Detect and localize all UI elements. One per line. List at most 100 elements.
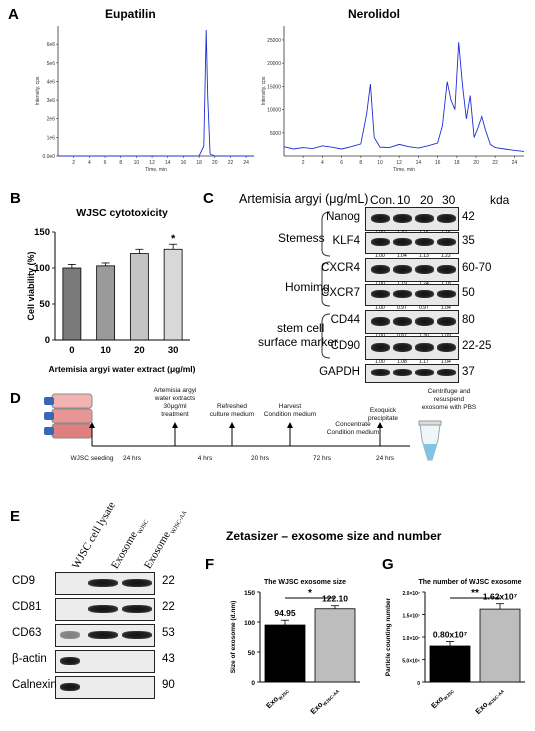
x-tick-label: ExoWJSC (429, 685, 456, 712)
panel-c-group-surface-2: surface marker (258, 335, 339, 349)
x-tick-label-subscript: WJSC (277, 688, 290, 701)
timeline-arrowhead (377, 422, 383, 428)
protein-label: CXCR4 (321, 262, 360, 274)
panel-c-lane-10: 10 (397, 193, 411, 207)
bar (163, 248, 183, 341)
x-tick-label: 4 (321, 160, 324, 166)
y-tick-label: 20000 (267, 61, 281, 67)
panel-a-right-title: Nerolidol (348, 7, 401, 21)
kda-value: 42 (462, 211, 475, 223)
x-tick-label: 6 (104, 160, 107, 166)
band-quantification: 1.00 (375, 253, 385, 259)
bar (62, 267, 82, 341)
panel-c-group-homing: Homimg (285, 280, 330, 294)
x-tick-label-subscript: WJSC (442, 688, 455, 701)
blot-β-actin (55, 650, 155, 673)
band-quantification: 1.04 (397, 253, 407, 259)
band-quantification: 1.08 (397, 359, 407, 365)
protein-label: GAPDH (319, 365, 360, 378)
kda-value: 43 (162, 653, 175, 665)
bar (479, 608, 521, 683)
y-tick-label: 6e6 (47, 42, 56, 48)
blot-cxcr7 (365, 284, 459, 306)
band-quantification: 0.97 (419, 305, 429, 311)
bar (264, 624, 306, 683)
chart-title: The WJSC exosome size (264, 579, 346, 586)
x-tick-label: 10 (377, 160, 383, 166)
protein-label: CD81 (12, 601, 42, 613)
x-tick-label: 10 (134, 160, 140, 166)
band (88, 579, 118, 587)
band (371, 290, 390, 299)
band (60, 631, 80, 639)
tube-image (418, 420, 442, 461)
y-tick-label: 0 (45, 335, 50, 346)
x-tick-label: 8 (119, 160, 122, 166)
x-axis-title: Time, min (145, 167, 167, 173)
timeline-step-line: WJSC seeding (71, 455, 114, 462)
protein-label: Nanog (326, 211, 360, 223)
x-tick-label: 4 (88, 160, 91, 166)
protein-label: Calnexin (12, 679, 57, 691)
y-tick-label: 100 (34, 263, 50, 274)
blot-calnexin (55, 676, 155, 699)
timeline-step-text: Harvest Condition medium (264, 403, 316, 418)
panel-e-lane-label: Exosome WJSC-AA (142, 506, 188, 572)
x-tick-label: 18 (454, 160, 460, 166)
band (393, 238, 412, 247)
timeline-step-text: Exoquick precipitate (368, 407, 398, 422)
exosome-size-chart: 0 50 100 150 The WJSC exosome size Size of ex… (230, 579, 360, 716)
x-tick-label-subscript: WJSC-AA (487, 688, 506, 707)
x-tick-label: 14 (416, 160, 422, 166)
band (88, 631, 118, 639)
timeline-step-line: 30μg/ml (163, 403, 187, 410)
chart-title: WJSC cytotoxicity (76, 207, 168, 219)
timeline-interval: 4 hrs (198, 455, 213, 462)
x-axis-title: Artemisia argyi water extract (μg/ml) (49, 364, 196, 374)
kda-value: 90 (162, 679, 175, 691)
band (415, 238, 434, 247)
y-tick-label: 5.0×10⁶ (402, 659, 420, 665)
y-tick-label: 3e6 (47, 98, 56, 104)
y-tick-label: 2.0×10⁷ (403, 591, 421, 597)
timeline-step-line: Harvest (279, 403, 302, 410)
x-tick-label: 22 (492, 160, 498, 166)
timeline-step-text: Artemisia argyi water extracts 30μg/ml trea… (154, 387, 197, 418)
x-tick-label: 20 (473, 160, 479, 166)
band-quantification: 1.04 (441, 359, 451, 365)
y-tick-label: 50 (39, 299, 50, 310)
timeline-step-text: Concentrate Condition medium (327, 421, 379, 436)
band (60, 683, 80, 691)
timeline-step-line: Condition medium (264, 411, 316, 418)
band (88, 605, 118, 613)
zetasizer-title: Zetasizer – exosome size and number (226, 529, 442, 543)
panel-label-g: G (382, 556, 394, 573)
panel-c-kda-label: kda (490, 193, 510, 207)
x-tick-label: 0 (69, 345, 74, 356)
band (122, 631, 152, 639)
panel-label-f: F (205, 556, 215, 573)
timeline-interval: 24 hrs (376, 455, 395, 462)
timeline-step-line: Refreshed (217, 403, 247, 410)
band-quantification: 1.04 (441, 305, 451, 311)
x-tick-label: 22 (228, 160, 234, 166)
y-tick-label: 25000 (267, 38, 281, 44)
panel-c-brackets (321, 211, 331, 359)
y-axis-title: Size of exosome (d.nm) (230, 601, 237, 674)
y-tick-label: 1.0×10⁷ (403, 636, 421, 642)
x-tick-label: 16 (435, 160, 441, 166)
kda-value: 50 (462, 287, 475, 299)
data-label: 94.95 (274, 608, 296, 618)
y-tick-label: 15000 (267, 84, 281, 90)
y-tick-label: 50 (248, 650, 256, 657)
panel-a-left-title: Eupatilin (105, 7, 156, 21)
band (437, 238, 456, 247)
band (371, 369, 390, 377)
y-tick-label: 5e6 (47, 61, 56, 67)
y-tick-label: 150 (244, 590, 255, 597)
x-tick-label: 2 (72, 160, 75, 166)
x-tick-label: ExoWJSC (264, 685, 291, 712)
timeline-step-line: Exoquick (370, 407, 397, 414)
x-tick-label: 24 (512, 160, 518, 166)
y-axis-title: Cell viability (%) (26, 251, 36, 320)
